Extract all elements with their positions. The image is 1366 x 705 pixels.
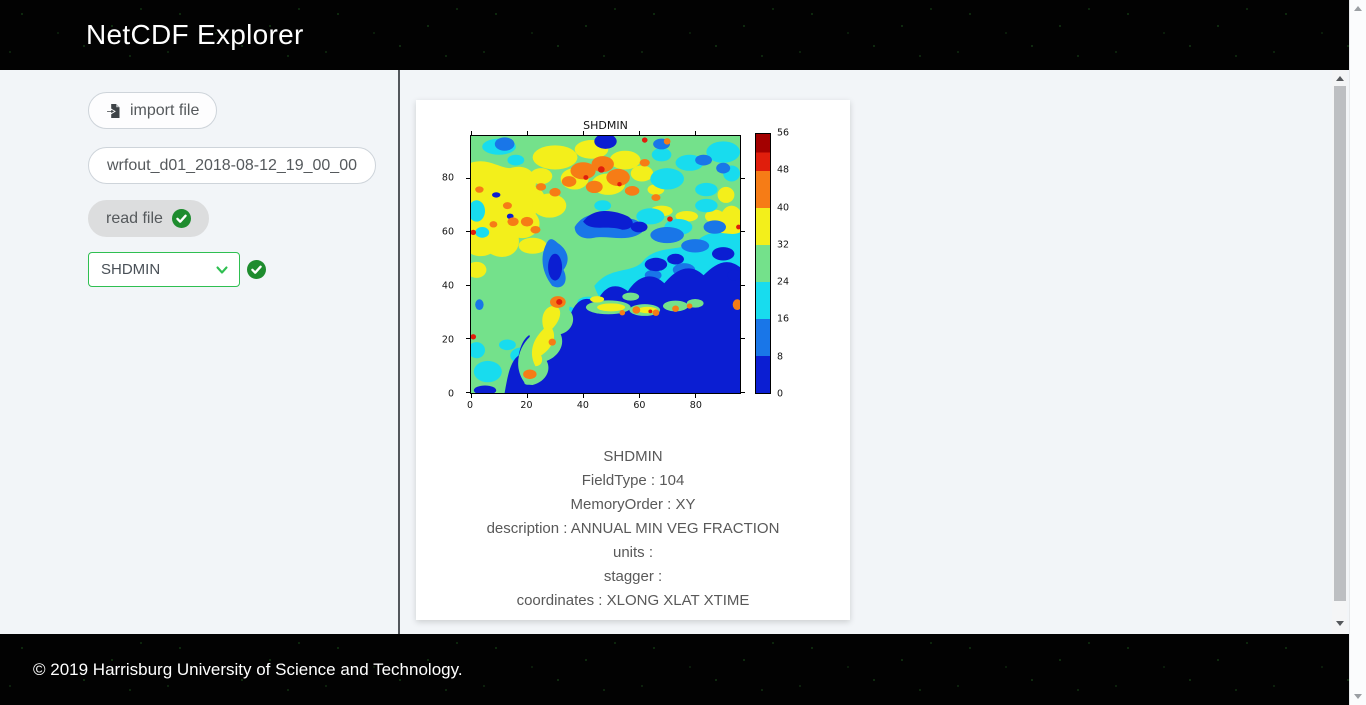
- tick-mark: [466, 284, 470, 286]
- scroll-down-arrow-icon[interactable]: [1354, 694, 1362, 699]
- read-file-label: read file: [106, 209, 163, 227]
- tick-mark: [466, 392, 470, 393]
- tick-mark: [741, 231, 745, 233]
- tick-mark: [527, 394, 529, 398]
- import-file-button[interactable]: import file: [88, 92, 218, 129]
- vertical-divider: [398, 70, 400, 634]
- colorbar-tick-label: 32: [777, 239, 790, 251]
- y-tick-label: 0: [447, 388, 454, 400]
- colorbar-gradient: [756, 134, 770, 393]
- colorbar: [755, 133, 771, 394]
- sidebar: import file wrfout_d01_2018-08-12_19_00_…: [88, 92, 388, 287]
- colorbar-tick-label: 40: [777, 202, 790, 214]
- colorbar-tick-label: 16: [777, 313, 790, 325]
- check-circle-icon: [171, 209, 191, 228]
- contour-map: [471, 136, 740, 393]
- tick-mark: [471, 394, 472, 398]
- x-tick-label: 0: [466, 400, 474, 411]
- scrollbar-thumb[interactable]: [1333, 86, 1346, 601]
- colorbar-tick-label: 0: [777, 388, 784, 400]
- y-tick-label: 20: [441, 334, 454, 346]
- window-scrollbar[interactable]: [1349, 0, 1366, 705]
- page-title: NetCDF Explorer: [86, 19, 304, 50]
- y-axis-tick-labels: 0 20 40 60 80: [416, 135, 462, 400]
- app-footer: © 2019 Harrisburg University of Science …: [0, 634, 1349, 705]
- colorbar-tick-label: 24: [777, 276, 790, 288]
- y-tick-label: 80: [441, 172, 454, 184]
- metadata-line: coordinates : XLONG XLAT XTIME: [516, 592, 750, 609]
- file-import-icon: [106, 103, 122, 119]
- content-area: import file wrfout_d01_2018-08-12_19_00_…: [0, 70, 1349, 634]
- scroll-down-arrow-icon[interactable]: [1335, 621, 1344, 626]
- colorbar-tick-label: 48: [777, 164, 790, 176]
- x-tick-label: 60: [633, 400, 646, 411]
- y-tick-label: 40: [441, 280, 454, 292]
- region-orange-cluster: [475, 138, 671, 234]
- y-tick-label: 60: [441, 226, 454, 238]
- tick-mark: [471, 131, 472, 135]
- tick-mark: [741, 392, 745, 393]
- contour-plot-axes: [466, 131, 745, 398]
- variable-metadata: SHDMIN FieldType : 104 MemoryOrder : XY des…: [416, 445, 850, 613]
- tick-mark: [583, 394, 585, 398]
- tick-mark: [639, 394, 641, 398]
- tick-mark: [741, 177, 745, 179]
- plot-card: SHDMIN: [416, 100, 850, 620]
- plot-title: SHDMIN: [583, 119, 628, 132]
- metadata-line: stagger :: [603, 568, 663, 585]
- colorbar-tick-label: 8: [777, 351, 784, 363]
- metadata-line: MemoryOrder : XY: [570, 496, 696, 513]
- tick-mark: [466, 177, 470, 179]
- tick-mark: [741, 338, 745, 340]
- colorbar-tick-label: 56: [777, 127, 790, 139]
- read-file-button[interactable]: read file: [88, 200, 209, 237]
- scroll-up-arrow-icon[interactable]: [1354, 6, 1362, 11]
- variable-select[interactable]: SHDMIN: [88, 252, 240, 287]
- app-header: NetCDF Explorer: [0, 0, 1349, 70]
- region-peninsula: [518, 292, 740, 385]
- metadata-line: description : ANNUAL MIN VEG FRACTION: [486, 520, 780, 537]
- region-red-specks: [471, 137, 740, 340]
- variable-select-value: SHDMIN: [101, 261, 161, 278]
- colorbar-tick-labels: 0 8 16 24 32 40 48 56: [777, 128, 807, 400]
- x-axis-tick-labels: 0 20 40 60 80: [466, 400, 741, 412]
- metadata-line: SHDMIN: [603, 448, 663, 465]
- check-circle-icon: [247, 260, 266, 279]
- content-scrollbar[interactable]: [1332, 70, 1347, 634]
- tick-mark: [741, 284, 745, 286]
- import-file-label: import file: [130, 101, 200, 119]
- x-tick-label: 40: [576, 400, 589, 411]
- scroll-up-arrow-icon[interactable]: [1335, 76, 1344, 81]
- tick-mark: [695, 394, 697, 398]
- chevron-down-icon: [214, 262, 230, 282]
- tick-mark: [466, 338, 470, 340]
- region-dark-blue-sea: [473, 136, 740, 393]
- tick-mark: [695, 131, 697, 135]
- copyright-text: © 2019 Harrisburg University of Science …: [33, 659, 463, 679]
- tick-mark: [466, 231, 470, 233]
- tick-mark: [639, 131, 641, 135]
- tick-mark: [527, 131, 529, 135]
- x-tick-label: 80: [689, 400, 702, 411]
- metadata-line: FieldType : 104: [581, 472, 685, 489]
- tick-mark: [583, 131, 585, 135]
- x-tick-label: 20: [520, 400, 533, 411]
- loaded-filename: wrfout_d01_2018-08-12_19_00_00: [88, 147, 376, 184]
- metadata-line: units :: [612, 544, 654, 561]
